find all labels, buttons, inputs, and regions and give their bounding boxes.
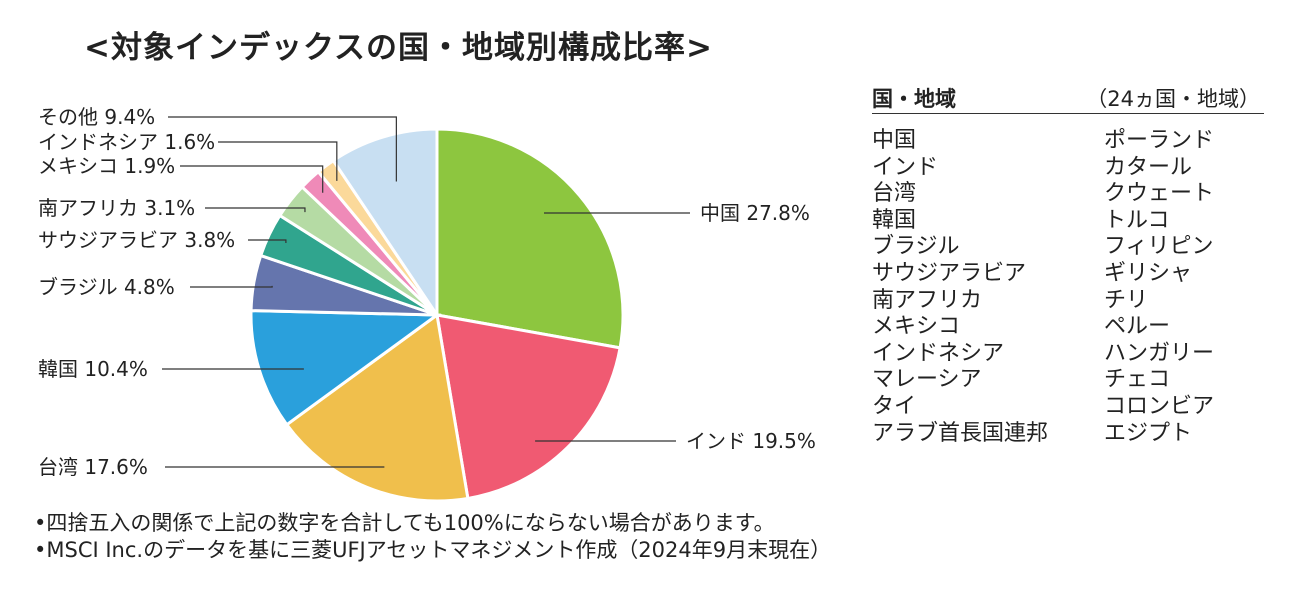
leader-line — [180, 165, 324, 193]
left-country-item: 台湾 — [872, 181, 917, 207]
right-country-item: チェコ — [1104, 367, 1171, 393]
country-list-heading: 国・地域 — [872, 87, 956, 111]
left-country-item: アラブ首長国連邦 — [872, 420, 1049, 446]
right-country-item: ペルー — [1104, 314, 1171, 340]
country-list-right: ポーランド カタール クウェート トルコ フィリピン ギリシャ チリ ペルー ハンガリー チェココ… — [1104, 128, 1214, 447]
leader-line — [218, 141, 338, 181]
slice-label: メキシコ 1.9% — [38, 154, 175, 178]
leader-line — [190, 285, 273, 288]
right-country-item: クウェート — [1104, 181, 1215, 207]
right-country-item: トルコ — [1104, 207, 1170, 233]
slice-label: 韓国 10.4% — [38, 357, 148, 381]
right-country-item: エジプト — [1104, 420, 1193, 446]
right-country-item: コロンビア — [1104, 393, 1215, 419]
slice-label: 台湾 17.6% — [38, 455, 148, 479]
leader-line — [205, 207, 306, 213]
left-country-item: サウジアラビア — [872, 260, 1027, 286]
left-country-item: メキシコ — [872, 314, 961, 340]
pie-chart: 中国 27.8% インド 19.5% 台湾 17.6% 韓国 10.4% ブラジル 4.… — [38, 105, 816, 503]
left-country-item: 南アフリカ — [872, 287, 983, 313]
country-list-left: 中国 インド 台湾 韓国 ブラジル サウジアラビア 南アフリカ メキシコ インドネシア マレーシア… — [872, 128, 1048, 447]
slice-label: 中国 27.8% — [700, 201, 810, 225]
pie-slice — [435, 313, 622, 501]
slice-label: ブラジル 4.8% — [38, 275, 175, 299]
slice-label: 南アフリカ 3.1% — [38, 196, 195, 220]
left-country-item: マレーシア — [872, 367, 982, 393]
left-country-item: インド — [872, 154, 939, 180]
country-list-header: 国・地域 （24ヵ国・地域） — [872, 83, 1264, 114]
footnote-source: •MSCI Inc.のデータを基に三菱UFJアセットマネジメント作成（2024年… — [34, 538, 832, 562]
right-country-item: ポーランド — [1104, 128, 1215, 153]
footnote-rounding: •四捨五入の関係で上記の数字を合計しても100%にならない場合があります。 — [34, 511, 775, 535]
leader-line — [168, 116, 397, 182]
right-country-item: ハンガリー — [1104, 340, 1215, 366]
right-country-item: フィリピン — [1104, 234, 1214, 260]
left-country-item: タイ — [872, 393, 917, 419]
left-country-item: ブラジル — [872, 234, 960, 260]
chart-title: <対象インデックスの国・地域別構成比率> — [84, 30, 714, 66]
slice-label: インドネシア 1.6% — [38, 130, 215, 154]
slice-label: サウジアラビア 3.8% — [38, 228, 235, 252]
left-country-item: 中国 — [872, 128, 917, 153]
left-country-item: インドネシア — [872, 340, 1005, 366]
right-country-item: チリ — [1104, 287, 1149, 313]
left-country-item: 韓国 — [872, 207, 917, 233]
pie-slice — [249, 309, 442, 427]
slice-label: インド 19.5% — [686, 429, 816, 453]
right-country-item: カタール — [1104, 154, 1193, 180]
slice-label: その他 9.4% — [38, 105, 155, 129]
right-country-item: ギリシャ — [1104, 260, 1193, 286]
country-count: （24ヵ国・地域） — [1086, 87, 1260, 111]
pie-slice — [284, 312, 470, 503]
leader-line — [248, 239, 287, 243]
pie-slice — [435, 127, 625, 350]
footnotes: •四捨五入の関係で上記の数字を合計しても100%にならない場合があります。 •M… — [34, 510, 831, 564]
